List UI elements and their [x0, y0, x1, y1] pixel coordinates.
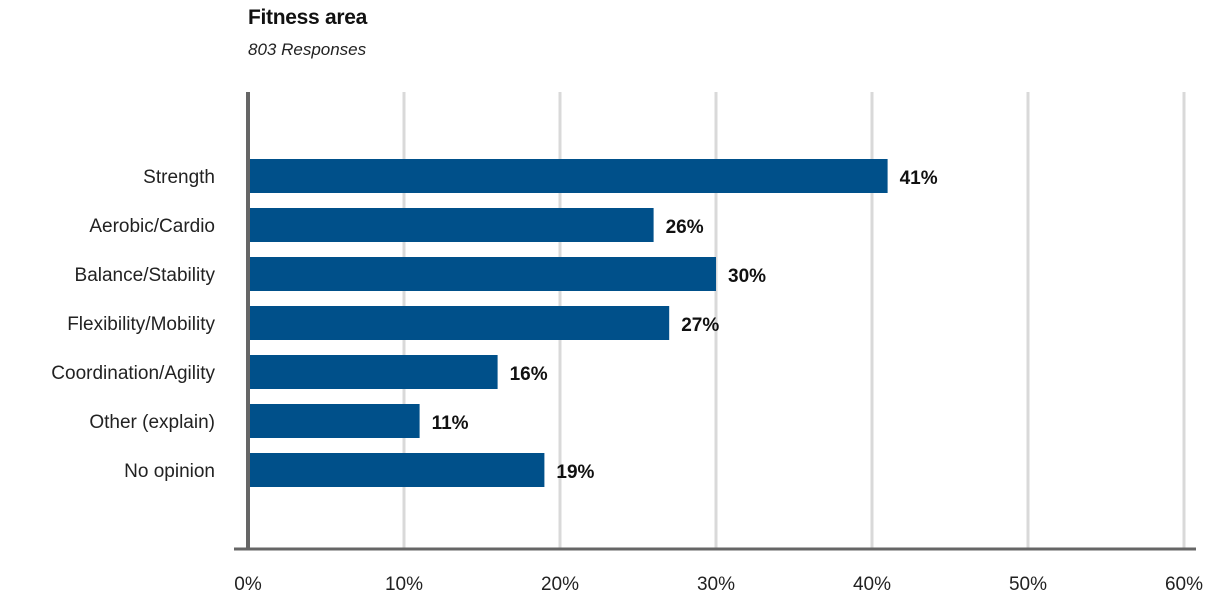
data-label: 11% [432, 413, 469, 434]
category-label: Aerobic/Cardio [89, 216, 215, 237]
bar [248, 208, 654, 242]
x-tick-label: 40% [853, 574, 891, 595]
x-tick-label: 30% [697, 574, 735, 595]
bar [248, 404, 420, 438]
category-label: Balance/Stability [75, 265, 216, 286]
category-label: Strength [143, 167, 215, 188]
labels: Strength 41% Aerobic/Cardio 26% Balance/Stab… [51, 167, 1203, 595]
x-tick-label: 0% [234, 574, 262, 595]
x-tick-label: 20% [541, 574, 579, 595]
category-label: No opinion [124, 461, 215, 482]
bars [248, 159, 888, 487]
x-tick-label: 60% [1165, 574, 1203, 595]
bar [248, 257, 716, 291]
bar [248, 159, 888, 193]
bar [248, 355, 498, 389]
x-tick-label: 10% [385, 574, 423, 595]
category-label: Flexibility/Mobility [67, 314, 215, 335]
x-tick-label: 50% [1009, 574, 1047, 595]
data-label: 16% [510, 364, 548, 385]
axes [234, 92, 1196, 551]
data-label: 19% [556, 462, 594, 483]
data-label: 27% [681, 315, 719, 336]
data-label: 30% [728, 266, 766, 287]
category-label: Coordination/Agility [51, 363, 215, 384]
chart-subtitle: 803 Responses [248, 40, 367, 59]
data-label: 41% [900, 168, 938, 189]
data-label: 26% [666, 217, 704, 238]
bar [248, 306, 670, 340]
bar [248, 453, 545, 487]
chart-title: Fitness area [248, 6, 367, 29]
category-label: Other (explain) [89, 412, 215, 433]
